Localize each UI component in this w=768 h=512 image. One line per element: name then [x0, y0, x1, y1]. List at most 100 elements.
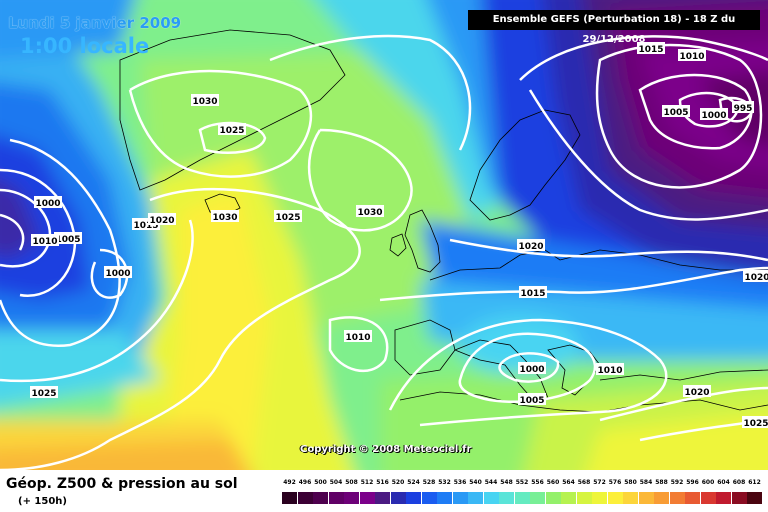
- copyright-notice: Copyright © 2008 Meteociel.fr: [300, 444, 472, 455]
- isobar-label: 1020: [149, 216, 174, 226]
- legend-footer: Géop. Z500 & pression au sol (+ 150h) 49…: [0, 470, 768, 512]
- scale-swatch: [499, 492, 514, 504]
- scale-label: 544: [484, 479, 498, 486]
- isobar-label-bg: [104, 266, 132, 278]
- scale-label: 560: [546, 479, 560, 486]
- isobar-label: 1025: [219, 126, 244, 136]
- isobar-label-bg: [700, 108, 728, 120]
- scale-swatch: [421, 492, 437, 504]
- scale-label: 528: [422, 479, 436, 486]
- isobar-label-bg: [218, 123, 246, 135]
- isobar-label: 1015: [638, 45, 663, 55]
- isobar-label-bg: [743, 270, 768, 282]
- scale-label: 540: [469, 479, 482, 486]
- isobar-label-bg: [191, 94, 219, 106]
- scale-label: 588: [655, 479, 668, 486]
- scale-label: 520: [391, 479, 405, 486]
- scale-swatch: [375, 492, 390, 504]
- isobar-label-bg: [211, 210, 239, 222]
- scale-swatch: [328, 492, 344, 504]
- scale-swatch: [731, 492, 747, 504]
- geopotential-field: [0, 0, 768, 470]
- isobar-label-bg: [662, 105, 690, 117]
- scale-swatch: [282, 492, 297, 504]
- scale-swatch: [747, 492, 762, 504]
- scale-swatch: [545, 492, 561, 504]
- scale-swatch: [297, 492, 313, 504]
- scale-label: 512: [360, 479, 374, 486]
- isobar-label-bg: [148, 213, 176, 225]
- isobar-label-bg: [30, 386, 58, 398]
- scale-swatch: [654, 492, 669, 504]
- scale-swatch: [344, 492, 359, 504]
- isobar-label: 1030: [357, 208, 382, 218]
- forecast-date: Lundi 5 janvier 2009: [8, 14, 182, 32]
- isobar-label-bg: [678, 49, 706, 61]
- scale-label: 564: [562, 479, 575, 486]
- isobar-label-bg: [274, 210, 302, 222]
- scale-swatch: [700, 492, 716, 504]
- isobar-label-bg: [356, 205, 384, 217]
- isobar-label: 1015: [133, 221, 158, 231]
- scale-label: 612: [748, 479, 761, 486]
- scale-label: 508: [345, 479, 358, 486]
- isobar-label: 995: [734, 104, 753, 114]
- scale-swatch: [561, 492, 576, 504]
- scale-label: 608: [732, 479, 746, 486]
- isobar-label: 1010: [32, 237, 57, 247]
- scale-label: 548: [500, 479, 513, 486]
- scale-swatch: [592, 492, 607, 504]
- isobar-label-bg: [344, 330, 372, 342]
- scale-label: 500: [314, 479, 327, 486]
- forecast-lead-time: (+ 150h): [18, 496, 67, 507]
- model-run-label: Ensemble GEFS (Perturbation 18) - 18 Z d…: [468, 10, 760, 45]
- map-parameter-title: Géop. Z500 & pression au sol: [6, 476, 238, 492]
- isobar-label: 1025: [31, 389, 56, 399]
- isobar-label-bg: [518, 362, 546, 374]
- isobar-label: 1010: [679, 52, 704, 62]
- scale-swatch: [685, 492, 700, 504]
- isobar-label-bg: [637, 42, 665, 54]
- scale-label: 532: [438, 479, 451, 486]
- scale-swatch: [468, 492, 483, 504]
- scale-label: 580: [624, 479, 637, 486]
- scale-label: 516: [376, 479, 389, 486]
- scale-swatch: [514, 492, 530, 504]
- scale-swatch: [623, 492, 638, 504]
- scale-swatch: [669, 492, 685, 504]
- isobar-label: 1005: [519, 396, 544, 406]
- isobar-label: 1010: [597, 366, 622, 376]
- isobar-label-bg: [519, 286, 547, 298]
- scale-swatch: [359, 492, 375, 504]
- weather-map: 1030 1025 1000 1005 1010 1015 1020 1030 1025 1030…: [0, 0, 768, 470]
- isobar-label: 1000: [35, 199, 60, 209]
- scale-swatch: [437, 492, 452, 504]
- isobar-label: 1010: [345, 333, 370, 343]
- isobar-label: 1000: [701, 111, 726, 121]
- scale-swatch: [638, 492, 654, 504]
- scale-label: 492: [283, 479, 296, 486]
- isobar-label: 1030: [192, 97, 217, 107]
- scale-label: 572: [593, 479, 606, 486]
- forecast-local-time: 1:00 locale: [20, 34, 150, 58]
- isobar-label-bg: [732, 101, 754, 113]
- isobar-label-bg: [54, 232, 82, 244]
- scale-label: 568: [577, 479, 591, 486]
- scale-swatch: [390, 492, 406, 504]
- scale-label: 524: [407, 479, 420, 486]
- isobar-label-bg: [34, 196, 62, 208]
- isobar-label: 1025: [275, 213, 300, 223]
- scale-swatch: [452, 492, 468, 504]
- coastlines: [119, 29, 768, 413]
- isobar-label: 1000: [519, 365, 544, 375]
- isobar-label: 1025: [743, 419, 768, 429]
- scale-label: 604: [717, 479, 730, 486]
- color-scale: 492 496 500 504 508 512 516 520 524 528 532 536 540 5…: [282, 470, 764, 510]
- isobar-label: 1005: [663, 108, 688, 118]
- scale-label: 592: [670, 479, 684, 486]
- scale-label: 584: [639, 479, 653, 486]
- scale-label: 536: [453, 479, 467, 486]
- isobar-label-bg: [31, 234, 59, 246]
